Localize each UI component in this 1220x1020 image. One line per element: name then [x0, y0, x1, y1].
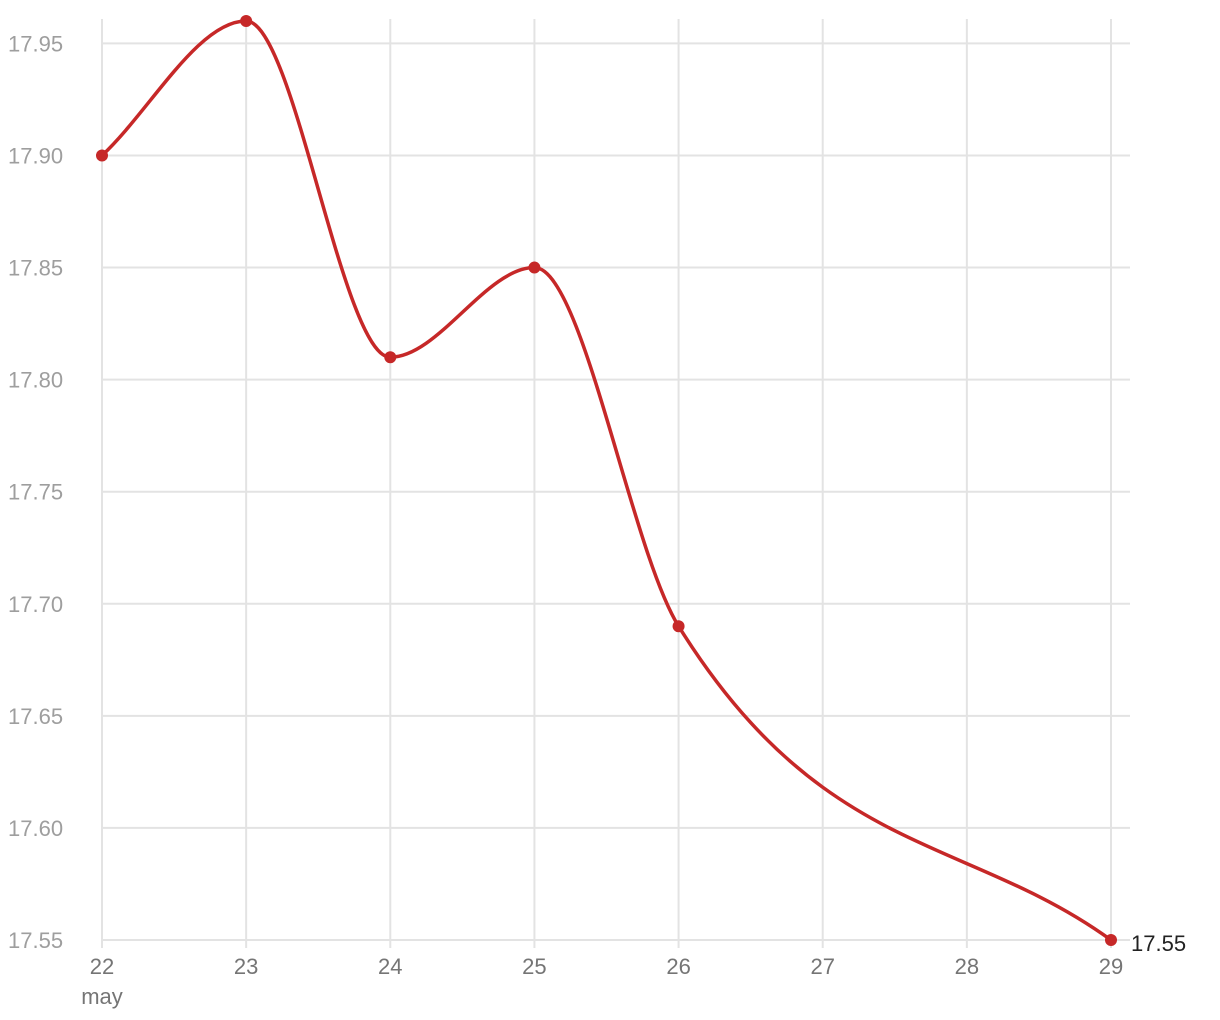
x-gridlines	[101, 19, 1112, 948]
data-point	[384, 351, 397, 364]
data-point	[240, 15, 253, 27]
y-tick-label: 17.75	[8, 480, 63, 505]
y-tick-label: 17.85	[8, 256, 63, 281]
last-value-label: 17.55	[1131, 931, 1186, 956]
data-point	[672, 620, 685, 633]
x-tick-label: 29	[1099, 954, 1123, 979]
y-tick-label: 17.65	[8, 704, 63, 729]
x-tick-label: 22	[90, 954, 114, 979]
x-tick-label: 23	[234, 954, 258, 979]
y-tick-label: 17.90	[8, 143, 63, 168]
x-axis-month-label: may	[81, 984, 123, 1009]
y-gridlines	[102, 42, 1130, 941]
y-tick-label: 17.80	[8, 368, 63, 393]
series-line	[100, 19, 1113, 942]
x-tick-label: 26	[666, 954, 690, 979]
x-tick-label: 24	[378, 954, 402, 979]
y-axis-tick-labels: 17.55 17.60 17.65 17.70 17.75 17.80 17.85 17.90…	[8, 31, 63, 953]
series-points	[96, 15, 1117, 946]
x-axis-tick-labels: 22 23 24 25 26 27 28 29	[90, 954, 1123, 979]
y-tick-label: 17.60	[8, 816, 63, 841]
y-tick-label: 17.55	[8, 928, 63, 953]
data-point	[96, 149, 108, 162]
x-tick-label: 27	[810, 954, 834, 979]
y-tick-label: 17.95	[8, 31, 63, 56]
data-point	[1105, 934, 1117, 946]
x-tick-label: 25	[522, 954, 546, 979]
data-point	[528, 261, 541, 274]
x-tick-label: 28	[955, 954, 979, 979]
y-tick-label: 17.70	[8, 592, 63, 617]
